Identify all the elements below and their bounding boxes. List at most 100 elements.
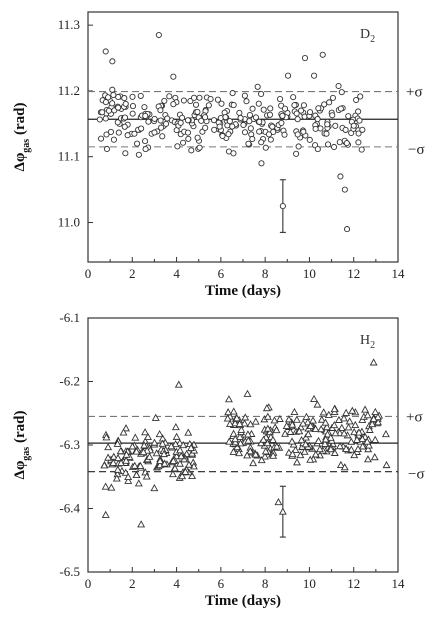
- data-point: [207, 96, 214, 103]
- data-point: [185, 135, 192, 142]
- data-point: [272, 442, 281, 450]
- data-point: [297, 435, 306, 444]
- data-point: [321, 101, 328, 108]
- data-point: [168, 469, 177, 478]
- data-point: [113, 465, 122, 473]
- data-point: [294, 131, 301, 138]
- y-tick-label: -6.4: [59, 501, 80, 516]
- data-point: [124, 476, 133, 484]
- data-point: [315, 105, 322, 112]
- data-point: [262, 404, 271, 412]
- data-point: [249, 135, 256, 143]
- data-point: [141, 104, 148, 111]
- minus-sigma-label: −σ: [408, 142, 425, 158]
- data-point: [355, 108, 362, 115]
- data-point: [351, 420, 360, 429]
- data-point: [102, 433, 111, 441]
- data-point: [117, 458, 126, 467]
- data-point: [330, 143, 338, 151]
- data-point: [236, 109, 243, 116]
- data-point: [293, 110, 300, 117]
- data-point: [142, 146, 149, 153]
- data-point: [187, 443, 196, 451]
- data-point: [114, 453, 122, 462]
- data-point: [251, 450, 260, 458]
- data-point: [240, 419, 249, 427]
- data-point: [263, 424, 272, 432]
- data-point: [354, 444, 363, 453]
- data-point: [265, 131, 272, 138]
- data-point: [337, 105, 344, 112]
- data-point: [369, 414, 378, 422]
- data-point: [176, 446, 185, 454]
- data-point: [225, 419, 234, 428]
- data-point: [172, 432, 181, 440]
- data-point: [160, 449, 168, 458]
- y-axis-symbol: Δφ: [12, 461, 28, 480]
- data-point: [181, 467, 190, 475]
- data-point: [258, 160, 265, 167]
- y-tick-label: -6.2: [59, 374, 80, 389]
- data-point: [214, 96, 221, 103]
- data-point: [345, 417, 354, 425]
- data-point: [246, 420, 255, 428]
- data-point: [103, 145, 111, 153]
- data-point: [129, 103, 137, 110]
- data-point: [114, 119, 121, 126]
- data-point: [324, 410, 333, 418]
- data-point: [258, 139, 265, 146]
- x-tick-label: 0: [85, 576, 92, 591]
- data-point: [255, 100, 262, 107]
- data-point: [145, 118, 152, 125]
- y-tick-label: -6.5: [59, 564, 80, 579]
- data-point: [306, 421, 315, 430]
- data-point: [342, 444, 351, 452]
- data-point: [252, 114, 259, 121]
- data-point: [311, 450, 320, 458]
- data-point: [306, 455, 315, 463]
- data-point: [109, 452, 118, 460]
- data-point: [167, 442, 176, 450]
- data-point: [359, 126, 366, 133]
- data-point: [332, 122, 339, 129]
- data-point: [139, 448, 148, 456]
- data-point: [364, 445, 373, 453]
- data-point: [259, 435, 268, 443]
- data-point: [319, 408, 328, 416]
- y-axis-subscript: gas: [21, 139, 32, 153]
- data-point: [210, 117, 218, 124]
- data-point: [341, 186, 348, 193]
- data-point: [290, 94, 297, 101]
- data-point: [270, 416, 279, 424]
- data-point: [115, 104, 122, 111]
- data-point: [122, 424, 130, 432]
- data-point: [291, 102, 298, 109]
- data-point: [194, 108, 201, 115]
- data-point: [348, 406, 357, 414]
- data-point: [157, 107, 164, 114]
- data-point: [99, 109, 106, 116]
- data-point: [295, 427, 304, 435]
- data-point: [219, 132, 226, 140]
- data-point: [124, 472, 133, 480]
- data-point: [237, 425, 246, 433]
- data-point: [269, 451, 278, 459]
- data-point: [246, 112, 253, 119]
- data-point: [136, 461, 145, 469]
- data-point: [157, 117, 164, 124]
- data-point: [286, 427, 295, 435]
- data-point: [152, 449, 161, 457]
- data-point: [317, 425, 326, 433]
- data-point: [169, 456, 178, 464]
- data-point: [131, 130, 138, 137]
- data-point: [243, 389, 252, 397]
- data-point: [355, 139, 362, 146]
- data-point: [256, 118, 263, 125]
- data-point: [244, 436, 253, 444]
- y-axis-unit: (rad): [12, 103, 28, 139]
- data-point: [113, 439, 122, 447]
- data-point: [122, 150, 129, 157]
- data-point: [321, 435, 330, 443]
- data-point: [107, 483, 116, 491]
- data-point: [102, 48, 109, 55]
